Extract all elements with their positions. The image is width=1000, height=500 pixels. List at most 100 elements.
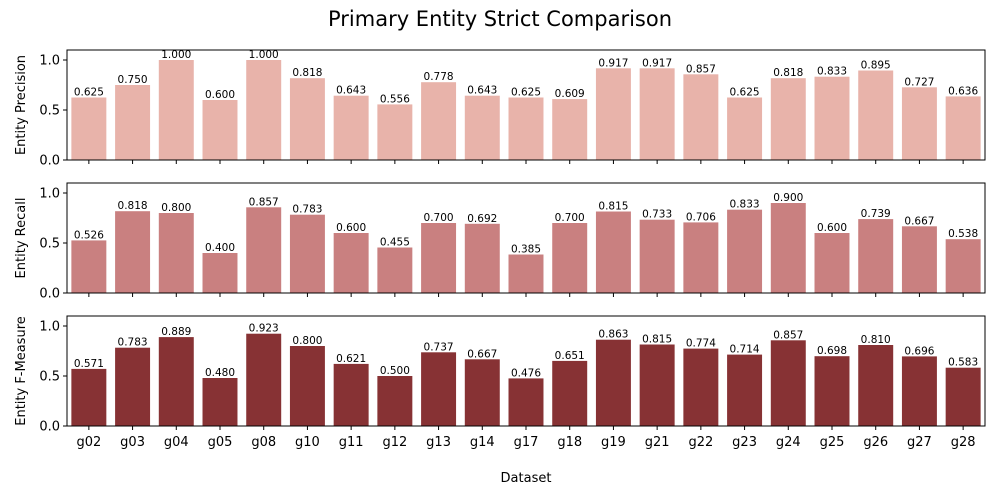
x-tick-label-g10: g10 [295, 435, 320, 450]
data-label-g04: 0.889 [161, 326, 191, 338]
y-tick-label: 0.5 [39, 370, 60, 385]
bar-g18 [552, 99, 588, 160]
chart-panels: 0.625 0.750 1.000 0.600 1.000 0.818 0.643 0.556… [14, 49, 986, 450]
data-label-g10: 0.800 [292, 335, 322, 347]
bar-g17 [508, 378, 544, 426]
data-label-g08: 0.923 [249, 323, 279, 335]
bar-g27 [901, 87, 937, 160]
y-tick-label: 0.0 [39, 420, 60, 435]
bar-g24 [770, 78, 806, 160]
x-tick-label-g25: g25 [820, 435, 845, 450]
bar-g12 [377, 104, 413, 160]
data-label-g24: 0.900 [773, 192, 803, 204]
bar-g04 [158, 337, 194, 426]
bar-g03 [115, 211, 151, 293]
panel-3: 0.571 0.783 0.889 0.480 0.923 0.800 0.621 0.500… [14, 315, 986, 450]
bar-g02 [71, 240, 107, 293]
chart-title: Primary Entity Strict Comparison [328, 7, 672, 31]
data-label-g11: 0.621 [336, 353, 366, 365]
data-label-g18: 0.700 [555, 212, 585, 224]
x-tick-label-g27: g27 [907, 435, 932, 450]
bar-g14 [464, 223, 500, 293]
data-label-g13: 0.778 [424, 71, 454, 83]
bar-g10 [289, 346, 325, 426]
bar-g28 [945, 239, 981, 293]
x-tick-label-g18: g18 [557, 435, 582, 450]
bar-g23 [727, 97, 763, 160]
bar-g12 [377, 376, 413, 426]
x-tick-label-g03: g03 [120, 435, 145, 450]
data-label-g05: 0.600 [205, 89, 235, 101]
bar-g11 [333, 95, 369, 160]
data-label-g12: 0.455 [380, 237, 410, 249]
data-label-g21: 0.917 [642, 57, 672, 69]
data-label-g03: 0.818 [118, 200, 148, 212]
data-label-g27: 0.696 [904, 345, 934, 357]
data-label-g24: 0.818 [773, 67, 803, 79]
data-label-g05: 0.480 [205, 367, 235, 379]
data-label-g25: 0.698 [817, 345, 847, 357]
bar-g21 [639, 219, 675, 293]
panel-1: 0.625 0.750 1.000 0.600 1.000 0.818 0.643 0.556… [14, 49, 986, 169]
data-label-g02: 0.571 [74, 358, 104, 370]
x-tick-label-g13: g13 [426, 435, 451, 450]
data-label-g26: 0.810 [861, 334, 891, 346]
panel-2: 0.526 0.818 0.800 0.400 0.857 0.783 0.600 0.455… [14, 182, 986, 302]
y-tick-label: 1.0 [39, 320, 60, 335]
bar-g17 [508, 97, 544, 160]
bar-g22 [683, 74, 719, 160]
data-label-g23: 0.714 [730, 344, 760, 356]
data-label-g02: 0.625 [74, 87, 104, 99]
bar-g13 [421, 223, 457, 293]
bar-g11 [333, 363, 369, 426]
data-label-g26: 0.739 [861, 208, 891, 220]
x-tick-label-g24: g24 [776, 435, 801, 450]
bar-g25 [814, 356, 850, 426]
bar-g25 [814, 76, 850, 160]
bar-g04 [158, 60, 194, 160]
data-label-g05: 0.400 [205, 242, 235, 254]
x-tick-label-g19: g19 [601, 435, 626, 450]
data-label-g03: 0.783 [118, 337, 148, 349]
data-label-g08: 0.857 [249, 196, 279, 208]
y-axis-label: Entity F-Measure [14, 316, 29, 426]
bar-g14 [464, 359, 500, 426]
x-tick-label-g17: g17 [514, 435, 539, 450]
bar-g02 [71, 97, 107, 160]
data-label-g12: 0.556 [380, 93, 410, 105]
data-label-g17: 0.476 [511, 367, 541, 379]
data-label-g10: 0.818 [292, 67, 322, 79]
bar-g08 [246, 60, 282, 160]
bar-g27 [901, 356, 937, 426]
data-label-g26: 0.895 [861, 60, 891, 72]
bar-g13 [421, 352, 457, 426]
x-tick-label-g12: g12 [382, 435, 407, 450]
data-label-g18: 0.651 [555, 350, 585, 362]
bar-g26 [858, 219, 894, 293]
bar-g18 [552, 223, 588, 293]
bar-g24 [770, 340, 806, 426]
bar-g18 [552, 360, 588, 426]
bar-g17 [508, 254, 544, 293]
data-label-g25: 0.833 [817, 66, 847, 78]
data-label-g22: 0.706 [686, 211, 716, 223]
data-label-g24: 0.857 [773, 329, 803, 341]
data-label-g14: 0.643 [467, 85, 497, 97]
y-tick-label: 0.5 [39, 237, 60, 252]
data-label-g21: 0.733 [642, 209, 672, 221]
data-label-g27: 0.667 [904, 215, 934, 227]
x-tick-label-g05: g05 [208, 435, 233, 450]
y-axis-label: Entity Precision [14, 55, 29, 155]
y-tick-label: 0.5 [39, 104, 60, 119]
y-axis-label: Entity Recall [14, 198, 29, 279]
bar-g10 [289, 214, 325, 293]
bar-g08 [246, 333, 282, 426]
x-tick-label-g22: g22 [688, 435, 713, 450]
x-tick-label-g04: g04 [164, 435, 189, 450]
bar-g11 [333, 233, 369, 293]
data-label-g25: 0.600 [817, 222, 847, 234]
x-tick-label-g02: g02 [76, 435, 101, 450]
x-tick-label-g28: g28 [951, 435, 976, 450]
data-label-g03: 0.750 [118, 74, 148, 86]
data-label-g04: 0.800 [161, 202, 191, 214]
